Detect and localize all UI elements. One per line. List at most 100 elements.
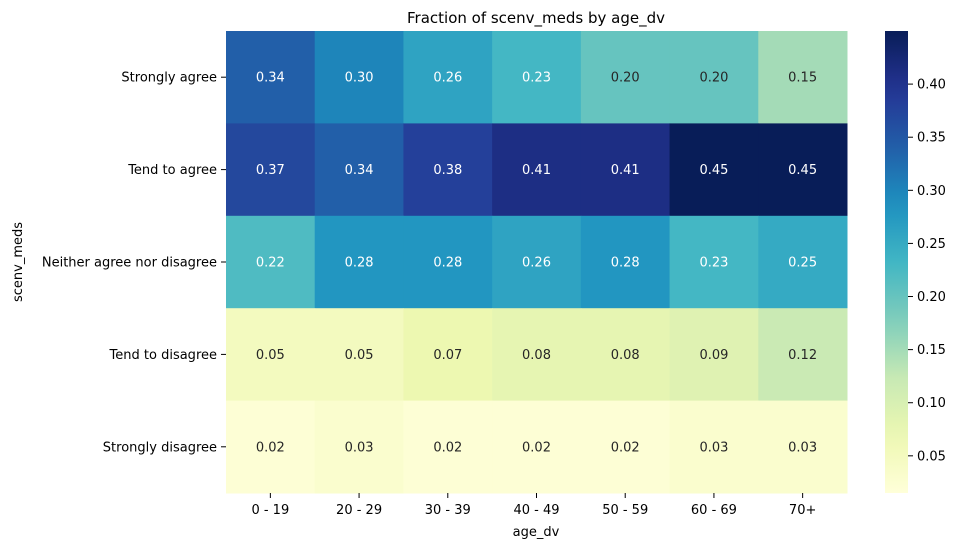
- cell-annotation: 0.03: [345, 440, 374, 455]
- y-axis-ticks: Strongly agree Tend to agree Neither agree…: [42, 71, 226, 455]
- x-tick-label: 50 - 59: [602, 503, 648, 518]
- heatmap-cell: [669, 308, 759, 402]
- x-tick-label: 30 - 39: [425, 503, 471, 518]
- cell-annotation: 0.08: [522, 348, 551, 363]
- cell-annotation: 0.20: [699, 71, 728, 86]
- heatmap-cell: [403, 123, 493, 217]
- heatmap-cell: [403, 308, 493, 402]
- cell-annotation: 0.23: [699, 256, 728, 271]
- y-tick-label: Tend to disagree: [109, 348, 217, 363]
- heatmap-cell: [226, 123, 316, 217]
- cell-annotation: 0.26: [522, 256, 551, 271]
- heatmap-cell: [492, 215, 582, 309]
- cell-annotation: 0.45: [699, 163, 728, 178]
- heatmap-cell: [669, 215, 759, 309]
- cell-annotation: 0.12: [788, 348, 817, 363]
- cell-annotation: 0.28: [611, 256, 640, 271]
- heatmap-cell: [580, 31, 671, 124]
- cell-annotation: 0.02: [256, 440, 285, 455]
- colorbar-tick-label: 0.25: [917, 237, 946, 252]
- heatmap-cell: [669, 400, 759, 494]
- x-tick-label: 20 - 29: [336, 503, 382, 518]
- colorbar-tick-label: 0.40: [917, 78, 946, 93]
- cell-annotation: 0.26: [433, 71, 462, 86]
- chart-title: Fraction of scenv_meds by age_dv: [407, 9, 665, 28]
- heatmap-cell: [580, 308, 671, 402]
- heatmap-cells: [226, 31, 848, 494]
- heatmap-cell: [580, 123, 671, 217]
- colorbar-ticks: 0.05 0.10 0.15 0.20 0.25 0.30 0.35 0.40: [908, 78, 946, 464]
- x-axis-ticks: 0 - 19 20 - 29 30 - 39 40 - 49 50 - 59 60 - 6…: [251, 493, 816, 518]
- cell-annotation: 0.25: [788, 256, 817, 271]
- colorbar-tick-label: 0.15: [917, 343, 946, 358]
- heatmap-cell: [226, 308, 316, 402]
- cell-annotation: 0.28: [433, 256, 462, 271]
- heatmap-cell: [492, 400, 582, 494]
- y-axis-label: scenv_meds: [11, 222, 26, 302]
- cell-annotation: 0.02: [433, 440, 462, 455]
- x-axis-label: age_dv: [513, 525, 560, 540]
- cell-annotation: 0.03: [788, 440, 817, 455]
- cell-annotation: 0.08: [611, 348, 640, 363]
- heatmap-cell: [314, 123, 404, 217]
- heatmap-cell: [758, 308, 848, 402]
- cell-annotations: 0.34 0.30 0.26 0.23 0.20 0.20 0.15 0.37 0.34 0.38…: [256, 71, 817, 456]
- cell-annotation: 0.02: [611, 440, 640, 455]
- y-tick-label: Neither agree nor disagree: [42, 256, 217, 271]
- heatmap-cell: [758, 400, 848, 494]
- colorbar-tick-label: 0.30: [917, 184, 946, 199]
- heatmap-cell: [492, 31, 582, 124]
- cell-annotation: 0.20: [611, 71, 640, 86]
- cell-annotation: 0.41: [522, 163, 551, 178]
- colorbar-tick-label: 0.35: [917, 131, 946, 146]
- cell-annotation: 0.45: [788, 163, 817, 178]
- cell-annotation: 0.41: [611, 163, 640, 178]
- heatmap-cell: [580, 400, 671, 494]
- cell-annotation: 0.03: [699, 440, 728, 455]
- heatmap-cell: [758, 215, 848, 309]
- heatmap-cell: [314, 308, 404, 402]
- y-tick-label: Strongly agree: [121, 71, 217, 86]
- heatmap-cell: [314, 31, 404, 124]
- cell-annotation: 0.37: [256, 163, 285, 178]
- heatmap-cell: [669, 123, 759, 217]
- colorbar-tick-label: 0.10: [917, 396, 946, 411]
- x-tick-label: 0 - 19: [251, 503, 289, 518]
- cell-annotation: 0.07: [433, 348, 462, 363]
- colorbar-tick-label: 0.20: [917, 290, 946, 305]
- heatmap-cell: [314, 400, 404, 494]
- cell-annotation: 0.09: [699, 348, 728, 363]
- heatmap-cell: [492, 123, 582, 217]
- heatmap-cell: [580, 215, 671, 309]
- cell-annotation: 0.23: [522, 71, 551, 86]
- heatmap-cell: [403, 31, 493, 124]
- x-tick-label: 40 - 49: [513, 503, 559, 518]
- heatmap-cell: [758, 123, 848, 217]
- x-tick-label: 60 - 69: [691, 503, 737, 518]
- cell-annotation: 0.30: [345, 71, 374, 86]
- heatmap-cell: [492, 308, 582, 402]
- y-tick-label: Tend to agree: [127, 163, 217, 178]
- heatmap-cell: [226, 31, 316, 124]
- colorbar-tick-label: 0.05: [917, 449, 946, 464]
- cell-annotation: 0.34: [345, 163, 374, 178]
- heatmap-cell: [669, 31, 759, 124]
- heatmap-cell: [226, 215, 316, 309]
- cell-annotation: 0.02: [522, 440, 551, 455]
- cell-annotation: 0.28: [345, 256, 374, 271]
- cell-annotation: 0.22: [256, 256, 285, 271]
- heatmap-cell: [403, 400, 493, 494]
- y-tick-label: Strongly disagree: [103, 440, 217, 455]
- colorbar: [885, 31, 908, 493]
- cell-annotation: 0.38: [433, 163, 462, 178]
- cell-annotation: 0.15: [788, 71, 817, 86]
- heatmap-cell: [403, 215, 493, 309]
- cell-annotation: 0.34: [256, 71, 285, 86]
- cell-annotation: 0.05: [256, 348, 285, 363]
- heatmap-cell: [758, 31, 848, 124]
- cell-annotation: 0.05: [345, 348, 374, 363]
- x-tick-label: 70+: [789, 503, 816, 518]
- heatmap-cell: [314, 215, 404, 309]
- heatmap-cell: [226, 400, 316, 494]
